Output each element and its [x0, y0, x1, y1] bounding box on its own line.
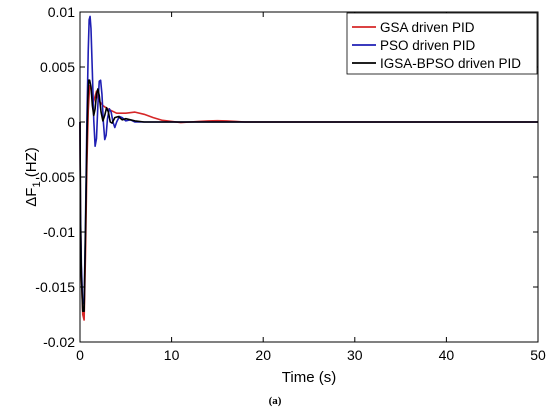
- y-tick-label: 0.01: [48, 4, 75, 20]
- y-tick-label: -0.02: [43, 334, 75, 350]
- y-axis-title-subscript: 1: [31, 181, 43, 187]
- legend: GSA driven PID PSO driven PID IGSA-BPSO dr…: [346, 12, 538, 75]
- x-tick-label: 10: [164, 347, 180, 363]
- x-tick-label: 50: [530, 347, 546, 363]
- x-tick-label: 0: [76, 347, 84, 363]
- plot-area-frame: [79, 11, 539, 343]
- series-line-3: [79, 79, 538, 312]
- x-tick-label: 20: [255, 347, 271, 363]
- y-axis-title-symbol: ΔF: [23, 188, 40, 207]
- legend-label-1: GSA driven PID: [380, 20, 475, 35]
- y-axis-title: ΔF1 (HZ): [23, 147, 43, 206]
- legend-box: [346, 12, 538, 75]
- tick-layer: 0 10 20 30 40 50 -0.02 -0.015 -0.01 -0.005 0 0.005 0…: [35, 4, 546, 363]
- y-tick-label: -0.005: [35, 169, 75, 185]
- series-layer: [79, 15, 538, 321]
- figure-caption: (a): [269, 395, 282, 407]
- y-tick-label: 0: [67, 114, 75, 130]
- x-tick-label: 30: [347, 347, 363, 363]
- y-tick-label: -0.01: [43, 224, 75, 240]
- x-tick-label: 40: [439, 347, 455, 363]
- y-axis-title-unit: (HZ): [23, 147, 40, 181]
- legend-label-2: PSO driven PID: [380, 38, 476, 53]
- legend-label-3: IGSA-BPSO driven PID: [380, 56, 521, 71]
- y-tick-label: 0.005: [40, 59, 75, 75]
- x-axis-title: Time (s): [282, 369, 336, 386]
- y-tick-label: -0.015: [35, 279, 75, 295]
